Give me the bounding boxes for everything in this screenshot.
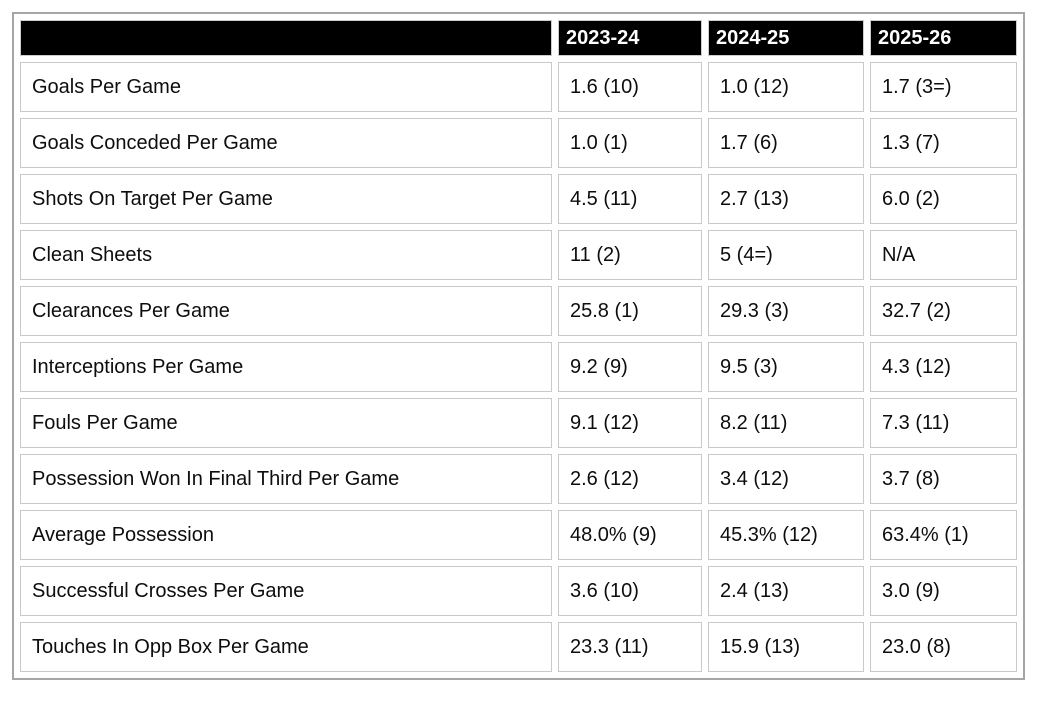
stat-value-cell: 3.6 (10) bbox=[558, 566, 702, 616]
stat-value-cell: 23.3 (11) bbox=[558, 622, 702, 672]
row-label-cell: Clearances Per Game bbox=[20, 286, 552, 336]
table-row: Clean Sheets 11 (2) 5 (4=) N/A bbox=[20, 230, 1017, 280]
stat-value-cell: 23.0 (8) bbox=[870, 622, 1017, 672]
row-label-cell: Touches In Opp Box Per Game bbox=[20, 622, 552, 672]
stat-value-cell: 15.9 (13) bbox=[708, 622, 864, 672]
stat-value-cell: 3.0 (9) bbox=[870, 566, 1017, 616]
stat-value-cell: 5 (4=) bbox=[708, 230, 864, 280]
stat-value-cell: 32.7 (2) bbox=[870, 286, 1017, 336]
stat-value-cell: 45.3% (12) bbox=[708, 510, 864, 560]
header-row: 2023-24 2024-25 2025-26 bbox=[20, 20, 1017, 56]
page: 2023-24 2024-25 2025-26 Goals Per Game 1… bbox=[12, 12, 1025, 680]
stat-value-cell: 1.0 (12) bbox=[708, 62, 864, 112]
table-row: Clearances Per Game 25.8 (1) 29.3 (3) 32… bbox=[20, 286, 1017, 336]
stat-value-cell: 29.3 (3) bbox=[708, 286, 864, 336]
table-row: Average Possession 48.0% (9) 45.3% (12) … bbox=[20, 510, 1017, 560]
stat-value-cell: 4.3 (12) bbox=[870, 342, 1017, 392]
column-header-metric bbox=[20, 20, 552, 56]
row-label-cell: Goals Conceded Per Game bbox=[20, 118, 552, 168]
column-header-2023-24: 2023-24 bbox=[558, 20, 702, 56]
row-label-cell: Successful Crosses Per Game bbox=[20, 566, 552, 616]
stat-value-cell: 11 (2) bbox=[558, 230, 702, 280]
stat-value-cell: 9.2 (9) bbox=[558, 342, 702, 392]
column-header-2025-26: 2025-26 bbox=[870, 20, 1017, 56]
stat-value-cell: 1.6 (10) bbox=[558, 62, 702, 112]
stat-value-cell: 3.7 (8) bbox=[870, 454, 1017, 504]
stat-value-cell: 2.6 (12) bbox=[558, 454, 702, 504]
table-row: Goals Conceded Per Game 1.0 (1) 1.7 (6) … bbox=[20, 118, 1017, 168]
table-row: Goals Per Game 1.6 (10) 1.0 (12) 1.7 (3=… bbox=[20, 62, 1017, 112]
stat-value-cell: 1.7 (3=) bbox=[870, 62, 1017, 112]
table-row: Interceptions Per Game 9.2 (9) 9.5 (3) 4… bbox=[20, 342, 1017, 392]
stat-value-cell: N/A bbox=[870, 230, 1017, 280]
table-row: Fouls Per Game 9.1 (12) 8.2 (11) 7.3 (11… bbox=[20, 398, 1017, 448]
row-label-cell: Possession Won In Final Third Per Game bbox=[20, 454, 552, 504]
row-label-cell: Goals Per Game bbox=[20, 62, 552, 112]
stat-value-cell: 8.2 (11) bbox=[708, 398, 864, 448]
column-header-2024-25: 2024-25 bbox=[708, 20, 864, 56]
stat-value-cell: 6.0 (2) bbox=[870, 174, 1017, 224]
row-label-cell: Average Possession bbox=[20, 510, 552, 560]
stat-value-cell: 1.7 (6) bbox=[708, 118, 864, 168]
stat-value-cell: 2.4 (13) bbox=[708, 566, 864, 616]
table-row: Successful Crosses Per Game 3.6 (10) 2.4… bbox=[20, 566, 1017, 616]
row-label-cell: Clean Sheets bbox=[20, 230, 552, 280]
stat-value-cell: 48.0% (9) bbox=[558, 510, 702, 560]
stat-value-cell: 4.5 (11) bbox=[558, 174, 702, 224]
row-label-cell: Shots On Target Per Game bbox=[20, 174, 552, 224]
table-row: Touches In Opp Box Per Game 23.3 (11) 15… bbox=[20, 622, 1017, 672]
season-stats-table: 2023-24 2024-25 2025-26 Goals Per Game 1… bbox=[12, 12, 1025, 680]
stat-value-cell: 1.3 (7) bbox=[870, 118, 1017, 168]
stat-value-cell: 9.1 (12) bbox=[558, 398, 702, 448]
row-label-cell: Fouls Per Game bbox=[20, 398, 552, 448]
stat-value-cell: 9.5 (3) bbox=[708, 342, 864, 392]
stat-value-cell: 7.3 (11) bbox=[870, 398, 1017, 448]
stat-value-cell: 63.4% (1) bbox=[870, 510, 1017, 560]
stat-value-cell: 25.8 (1) bbox=[558, 286, 702, 336]
table-row: Possession Won In Final Third Per Game 2… bbox=[20, 454, 1017, 504]
table-row: Shots On Target Per Game 4.5 (11) 2.7 (1… bbox=[20, 174, 1017, 224]
row-label-cell: Interceptions Per Game bbox=[20, 342, 552, 392]
stat-value-cell: 2.7 (13) bbox=[708, 174, 864, 224]
stat-value-cell: 1.0 (1) bbox=[558, 118, 702, 168]
stat-value-cell: 3.4 (12) bbox=[708, 454, 864, 504]
